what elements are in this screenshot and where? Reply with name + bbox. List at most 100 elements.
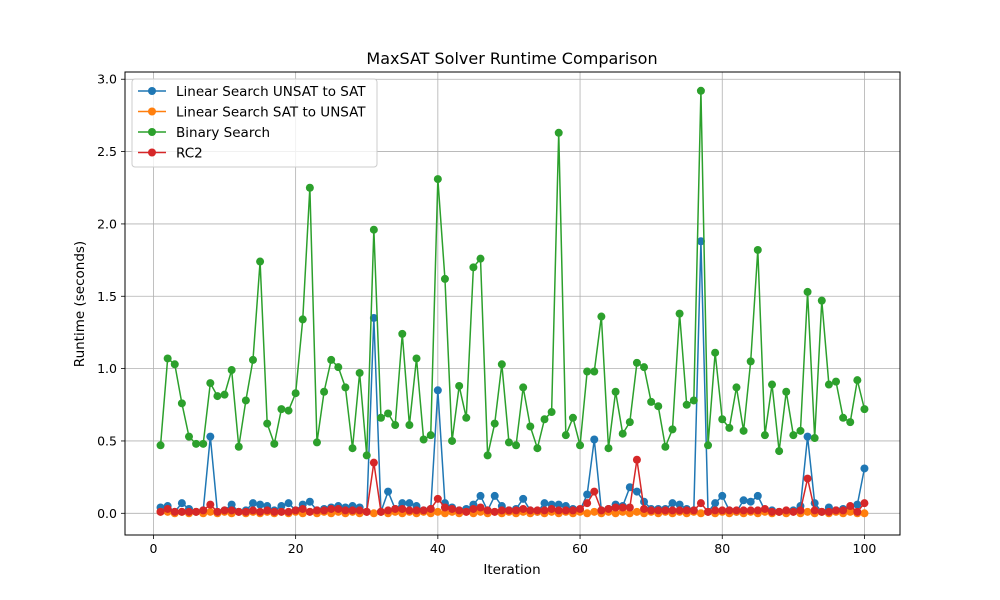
data-point: [355, 506, 364, 515]
data-point: [696, 509, 705, 518]
data-point: [568, 413, 577, 422]
data-point: [675, 506, 684, 515]
data-point: [583, 490, 592, 499]
data-point: [739, 506, 748, 515]
chart-title: MaxSAT Solver Runtime Comparison: [366, 49, 657, 68]
data-point: [426, 431, 435, 440]
data-point: [540, 415, 549, 424]
data-point: [341, 383, 350, 392]
data-point: [184, 507, 193, 516]
x-tick-label: 80: [714, 541, 730, 556]
data-point: [583, 367, 592, 376]
data-point: [270, 439, 279, 448]
data-point: [632, 358, 641, 367]
data-point: [846, 507, 855, 516]
data-point: [675, 500, 684, 509]
data-point: [640, 363, 649, 372]
y-axis-label: Runtime (seconds): [72, 241, 88, 367]
data-point: [284, 507, 293, 516]
data-point: [362, 451, 371, 460]
data-point: [547, 504, 556, 513]
data-point: [597, 312, 606, 321]
data-point: [590, 507, 599, 516]
data-point: [526, 422, 535, 431]
data-point: [263, 506, 272, 515]
data-point: [469, 504, 478, 513]
data-point: [248, 355, 257, 364]
data-point: [696, 499, 705, 508]
data-point: [320, 387, 329, 396]
data-point: [832, 506, 841, 515]
x-tick-label: 60: [572, 541, 588, 556]
y-tick-label: 0.5: [97, 433, 117, 448]
data-point: [718, 506, 727, 515]
data-point: [177, 507, 186, 516]
data-point: [234, 507, 243, 516]
data-point: [384, 487, 393, 496]
data-point: [746, 497, 755, 506]
data-point: [426, 504, 435, 513]
data-point: [789, 507, 798, 516]
data-point: [298, 504, 307, 513]
data-point: [696, 86, 705, 95]
data-point: [476, 254, 485, 263]
data-point: [227, 366, 236, 375]
data-point: [213, 507, 222, 516]
data-point: [419, 506, 428, 515]
data-point: [590, 435, 599, 444]
data-point: [753, 245, 762, 254]
data-point: [256, 257, 265, 266]
data-point: [561, 431, 570, 440]
data-point: [753, 491, 762, 500]
data-point: [483, 506, 492, 515]
data-point: [711, 348, 720, 357]
data-point: [789, 431, 798, 440]
data-point: [270, 507, 279, 516]
data-point: [725, 506, 734, 515]
data-point: [448, 504, 457, 513]
data-point: [519, 383, 528, 392]
data-point: [590, 367, 599, 376]
data-point: [497, 506, 506, 515]
data-point: [689, 396, 698, 405]
y-tick-label: 2.0: [97, 216, 117, 231]
data-point: [782, 387, 791, 396]
series-2: [156, 86, 869, 460]
data-point: [618, 503, 627, 512]
legend-item: Binary Search: [138, 125, 270, 141]
data-point: [583, 509, 592, 518]
data-point: [853, 376, 862, 385]
data-point: [284, 499, 293, 508]
data-point: [512, 506, 521, 515]
data-point: [568, 506, 577, 515]
tick-layer: 0 20 40 60 80 100 0.0 0.5 1.0 1.5 2.0 2.5 3.0: [97, 72, 876, 556]
data-point: [334, 504, 343, 513]
data-point: [398, 499, 407, 508]
data-point: [846, 502, 855, 511]
y-tick-label: 1.5: [97, 289, 117, 304]
data-point: [853, 507, 862, 516]
legend-marker: [148, 107, 156, 116]
data-point: [654, 402, 663, 411]
data-point: [853, 500, 862, 509]
data-point: [376, 413, 385, 422]
data-point: [440, 503, 449, 512]
y-tick-label: 1.0: [97, 361, 117, 376]
data-point: [519, 504, 528, 513]
data-point: [625, 503, 634, 512]
data-point: [647, 506, 656, 515]
data-point: [448, 436, 457, 445]
data-point: [298, 315, 307, 324]
data-point: [455, 381, 464, 390]
data-point: [554, 506, 563, 515]
data-point: [384, 409, 393, 418]
data-point: [732, 383, 741, 392]
legend: Linear Search UNSAT to SAT Linear Search …: [131, 78, 378, 168]
data-point: [554, 500, 563, 509]
data-point: [433, 507, 442, 516]
data-point: [227, 506, 236, 515]
data-point: [369, 458, 378, 467]
data-point: [775, 447, 784, 456]
data-point: [433, 386, 442, 395]
legend-marker: [148, 148, 156, 157]
